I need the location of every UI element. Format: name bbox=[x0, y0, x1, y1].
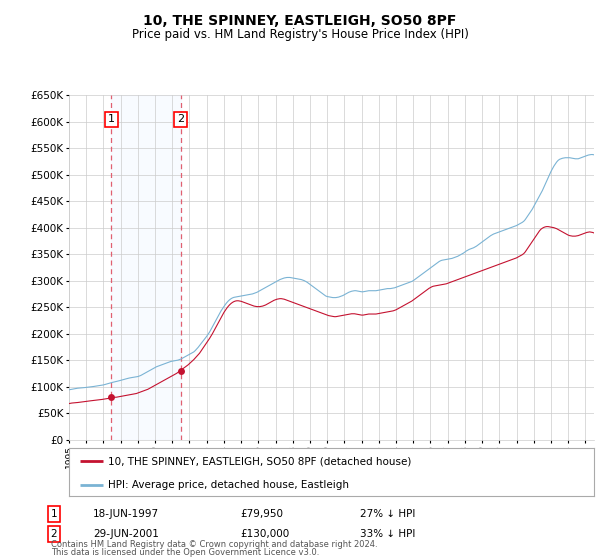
Text: Contains HM Land Registry data © Crown copyright and database right 2024.: Contains HM Land Registry data © Crown c… bbox=[51, 540, 377, 549]
Text: 27% ↓ HPI: 27% ↓ HPI bbox=[360, 509, 415, 519]
Text: 1: 1 bbox=[50, 509, 58, 519]
Text: This data is licensed under the Open Government Licence v3.0.: This data is licensed under the Open Gov… bbox=[51, 548, 319, 557]
Bar bbox=[112, 95, 181, 440]
Text: £130,000: £130,000 bbox=[240, 529, 289, 539]
Text: £79,950: £79,950 bbox=[240, 509, 283, 519]
Text: 29-JUN-2001: 29-JUN-2001 bbox=[93, 529, 159, 539]
Text: 10, THE SPINNEY, EASTLEIGH, SO50 8PF: 10, THE SPINNEY, EASTLEIGH, SO50 8PF bbox=[143, 14, 457, 28]
Text: 2: 2 bbox=[50, 529, 58, 539]
Text: Price paid vs. HM Land Registry's House Price Index (HPI): Price paid vs. HM Land Registry's House … bbox=[131, 28, 469, 41]
Text: 10, THE SPINNEY, EASTLEIGH, SO50 8PF (detached house): 10, THE SPINNEY, EASTLEIGH, SO50 8PF (de… bbox=[109, 456, 412, 466]
Text: 2: 2 bbox=[177, 114, 184, 124]
Text: 33% ↓ HPI: 33% ↓ HPI bbox=[360, 529, 415, 539]
Text: 18-JUN-1997: 18-JUN-1997 bbox=[93, 509, 159, 519]
Text: 1: 1 bbox=[108, 114, 115, 124]
Text: HPI: Average price, detached house, Eastleigh: HPI: Average price, detached house, East… bbox=[109, 480, 349, 490]
